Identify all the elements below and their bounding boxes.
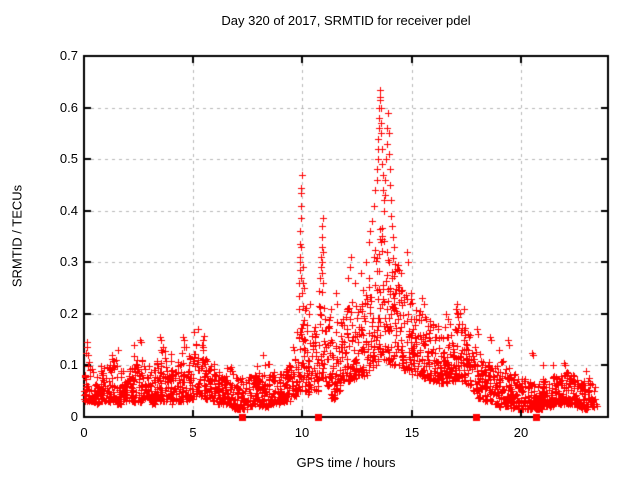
- x-tick-label-3: 15: [404, 425, 420, 440]
- x-axis-label: GPS time / hours: [296, 455, 396, 470]
- y-tick-label-6: 0.6: [59, 100, 78, 115]
- y-tick-label-5: 0.5: [59, 151, 78, 166]
- y-tick-label-1: 0.1: [59, 357, 78, 372]
- x-tick-label-4: 20: [513, 425, 529, 440]
- y-tick-label-0: 0: [70, 409, 78, 424]
- x-tick-label-0: 0: [80, 425, 88, 440]
- y-tick-label-2: 0.2: [59, 306, 78, 321]
- y-tick-label-3: 0.3: [59, 254, 78, 269]
- x-tick-label-2: 10: [294, 425, 310, 440]
- y-axis-label: SRMTID / TECUs: [9, 184, 25, 288]
- y-tick-label-7: 0.7: [59, 48, 78, 63]
- y-tick-label-4: 0.4: [59, 203, 78, 218]
- chart-title: Day 320 of 2017, SRMTID for receiver pde…: [221, 13, 471, 28]
- x-tick-label-1: 5: [189, 425, 197, 440]
